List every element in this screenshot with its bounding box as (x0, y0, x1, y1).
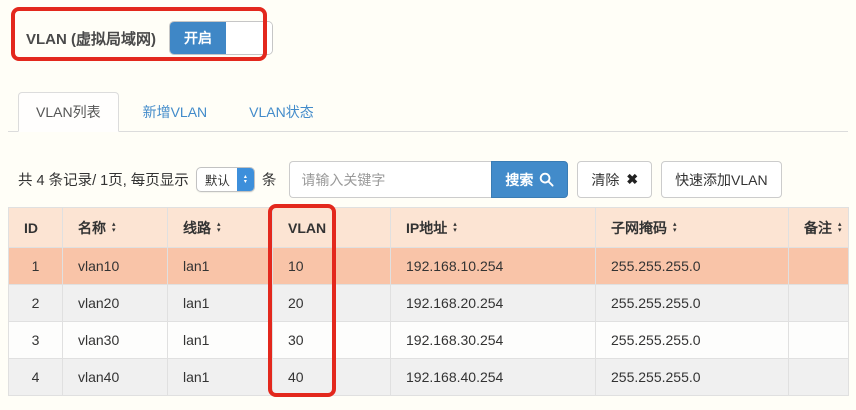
cell-id: 2 (8, 284, 63, 322)
vlan-toggle-section: VLAN (虚拟局域网) 开启 (26, 21, 273, 55)
column-header-netmask[interactable]: 子网掩码 ▴ ▾ (595, 207, 789, 248)
column-header-id: ID (8, 207, 63, 248)
toggle-on-segment[interactable]: 开启 (170, 22, 226, 54)
quick-add-vlan-button[interactable]: 快速添加VLAN (661, 161, 782, 198)
table-row[interactable]: 2 vlan20 lan1 20 192.168.20.254 255.255.… (8, 284, 849, 322)
page-size-select[interactable]: 默认 ▴ ▾ (195, 167, 255, 192)
cell-line: lan1 (167, 358, 273, 396)
cell-note (788, 284, 849, 322)
tab-vlan-status[interactable]: VLAN状态 (249, 104, 314, 120)
search-input[interactable] (289, 161, 492, 198)
cell-id: 3 (8, 321, 63, 359)
sort-icon: ▴ ▾ (673, 220, 677, 234)
quick-add-vlan-label: 快速添加VLAN (675, 171, 768, 188)
column-header-ip[interactable]: IP地址 ▴ ▾ (390, 207, 596, 248)
cell-ip: 192.168.40.254 (390, 358, 596, 396)
search-button-label: 搜索 (505, 171, 534, 188)
sort-icon: ▴ ▾ (112, 220, 116, 234)
cell-line: lan1 (167, 321, 273, 359)
vlan-table: ID 名称 ▴ ▾ 线路 ▴ ▾ VLAN ▴ ▾ IP地址 ▴ ▾ (8, 207, 849, 396)
page-size-value: 默认 (204, 174, 230, 188)
cell-id: 4 (8, 358, 63, 396)
table-controls: 共 4 条记录/ 1页, 每页显示 默认 ▴ ▾ 条 搜索 清除 ✖ (18, 161, 848, 198)
cell-vlan: 40 (272, 358, 391, 396)
cell-vlan: 10 (272, 247, 391, 285)
search-group: 搜索 (289, 161, 569, 198)
cell-ip: 192.168.10.254 (390, 247, 596, 285)
tab-add-vlan[interactable]: 新增VLAN (142, 104, 208, 120)
records-suffix: 条 (261, 173, 277, 189)
cell-ip: 192.168.20.254 (390, 284, 596, 322)
toggle-off-segment[interactable] (226, 22, 272, 54)
magnifier-icon (540, 172, 554, 187)
cell-line: lan1 (167, 247, 273, 285)
tab-vlan-list[interactable]: VLAN列表 (18, 92, 119, 132)
close-icon: ✖ (626, 171, 639, 187)
cell-name: vlan20 (62, 284, 168, 322)
table-row[interactable]: 3 vlan30 lan1 30 192.168.30.254 255.255.… (8, 321, 849, 359)
table-header-row: ID 名称 ▴ ▾ 线路 ▴ ▾ VLAN ▴ ▾ IP地址 ▴ ▾ (8, 207, 849, 248)
cell-note (788, 321, 849, 359)
tab-bar: VLAN列表 新增VLAN VLAN状态 (8, 92, 848, 132)
column-header-name[interactable]: 名称 ▴ ▾ (62, 207, 168, 248)
cell-netmask: 255.255.255.0 (595, 284, 789, 322)
cell-vlan: 30 (272, 321, 391, 359)
column-header-note[interactable]: 备注 ▴ ▾ (788, 207, 849, 248)
table-row[interactable]: 4 vlan40 lan1 40 192.168.40.254 255.255.… (8, 358, 849, 396)
cell-id: 1 (8, 247, 63, 285)
vlan-toggle-label: VLAN (虚拟局域网) (26, 30, 156, 48)
sort-icon: ▴ ▾ (453, 220, 457, 234)
sort-icon: ▴ ▾ (332, 220, 336, 234)
cell-netmask: 255.255.255.0 (595, 358, 789, 396)
cell-netmask: 255.255.255.0 (595, 247, 789, 285)
cell-ip: 192.168.30.254 (390, 321, 596, 359)
records-summary: 共 4 条记录/ 1页, 每页显示 (18, 173, 189, 189)
cell-line: lan1 (167, 284, 273, 322)
cell-name: vlan30 (62, 321, 168, 359)
cell-vlan: 20 (272, 284, 391, 322)
cell-note (788, 247, 849, 285)
column-header-line[interactable]: 线路 ▴ ▾ (167, 207, 273, 248)
search-button[interactable]: 搜索 (491, 161, 569, 198)
column-header-vlan[interactable]: VLAN ▴ ▾ (272, 207, 391, 248)
sort-icon: ▴ ▾ (217, 220, 221, 234)
clear-button-label: 清除 (591, 171, 620, 188)
cell-name: vlan10 (62, 247, 168, 285)
cell-name: vlan40 (62, 358, 168, 396)
cell-note (788, 358, 849, 396)
vlan-toggle-switch[interactable]: 开启 (169, 21, 273, 55)
cell-netmask: 255.255.255.0 (595, 321, 789, 359)
table-row[interactable]: 1 vlan10 lan1 10 192.168.10.254 255.255.… (8, 247, 849, 285)
sort-icon: ▴ ▾ (838, 220, 842, 234)
clear-button[interactable]: 清除 ✖ (577, 161, 653, 198)
select-stepper-icon: ▴ ▾ (236, 168, 254, 191)
